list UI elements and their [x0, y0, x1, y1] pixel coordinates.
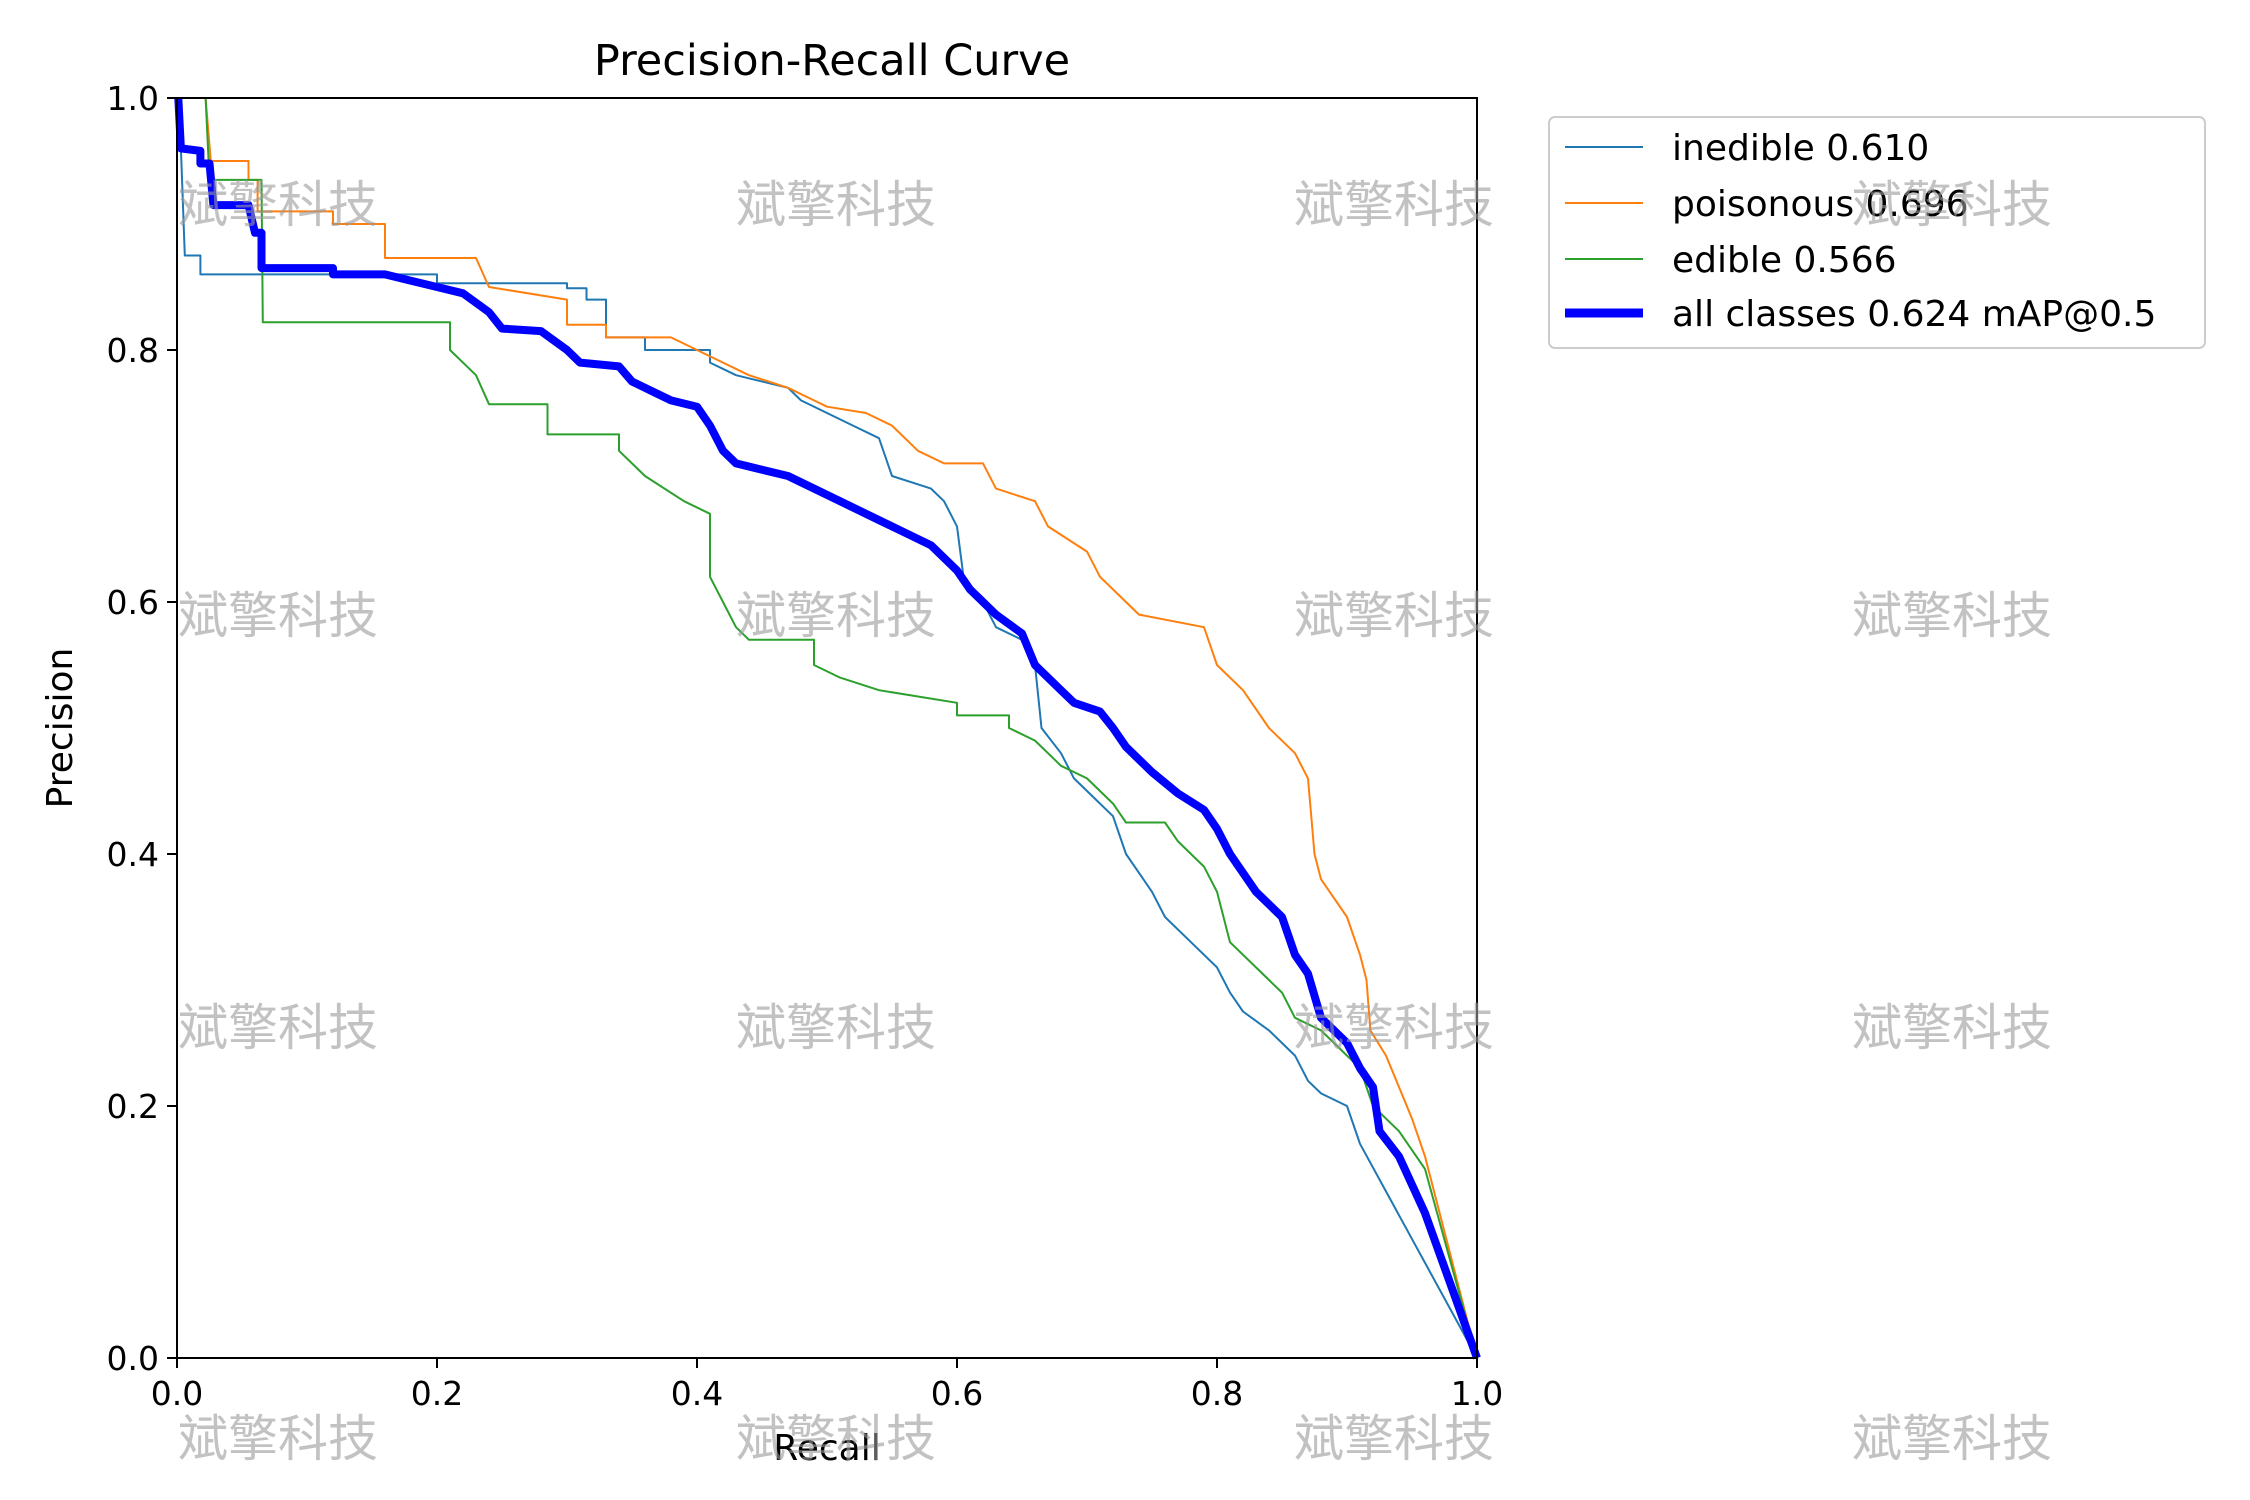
- legend-label-edible: edible 0.566: [1672, 240, 1897, 281]
- watermark-text: 斌擎科技: [178, 1410, 378, 1468]
- legend-label-inedible: inedible 0.610: [1672, 128, 1929, 169]
- series-line-all: [174, 97, 1481, 1360]
- x-tick-label: 0.4: [671, 1374, 723, 1413]
- watermark-text: 斌擎科技: [1852, 1410, 2052, 1468]
- x-tick-label: 0.6: [931, 1374, 983, 1413]
- watermark-text: 斌擎科技: [178, 176, 378, 234]
- x-axis-ticks: 0.0 0.2 0.4 0.6 0.8 1.0: [151, 1358, 1503, 1413]
- y-tick-label: 0.4: [107, 835, 159, 874]
- y-tick-label: 0.2: [107, 1087, 159, 1126]
- watermark-text: 斌擎科技: [736, 176, 936, 234]
- watermark-text: 斌擎科技: [736, 1410, 936, 1468]
- y-axis-label: Precision: [40, 648, 81, 809]
- series-line-inedible: [176, 97, 1478, 1359]
- chart-title: Precision-Recall Curve: [594, 36, 1070, 86]
- y-tick-label: 0.6: [107, 583, 159, 622]
- x-tick-label: 1.0: [1451, 1374, 1503, 1413]
- x-tick-label: 0.0: [151, 1374, 203, 1413]
- watermark-text: 斌擎科技: [1852, 587, 2052, 645]
- legend-label-poisonous: poisonous 0.696: [1672, 184, 1969, 225]
- watermark-text: 斌擎科技: [178, 587, 378, 645]
- x-axis-label: Recall: [773, 1428, 880, 1469]
- watermark-text: 斌擎科技: [178, 999, 378, 1057]
- watermark-text: 斌擎科技: [736, 587, 936, 645]
- x-tick-label: 0.2: [411, 1374, 463, 1413]
- watermark-text: 斌擎科技: [736, 999, 936, 1057]
- plot-lines: [174, 97, 1481, 1360]
- x-tick-label: 0.8: [1191, 1374, 1243, 1413]
- legend-frame: [1548, 116, 2206, 349]
- y-axis-ticks: 0.0 0.2 0.4 0.6 0.8 1.0: [107, 79, 177, 1378]
- watermark-text: 斌擎科技: [1852, 999, 2052, 1057]
- y-tick-label: 0.8: [107, 331, 159, 370]
- y-tick-label: 0.0: [107, 1339, 159, 1378]
- watermark-text: 斌擎科技: [1852, 176, 2052, 234]
- series-line-edible: [204, 97, 1478, 1359]
- y-tick-label: 1.0: [107, 79, 159, 118]
- legend: inedible 0.610 poisonous 0.696 edible 0.…: [1548, 116, 2206, 349]
- watermark-text: 斌擎科技: [1294, 176, 1494, 234]
- watermark-text: 斌擎科技: [1294, 999, 1494, 1057]
- series-line-poisonous: [204, 97, 1478, 1359]
- plot-frame: [176, 97, 1478, 1359]
- legend-label-all-classes: all classes 0.624 mAP@0.5: [1672, 294, 2156, 335]
- watermark-text: 斌擎科技: [1294, 587, 1494, 645]
- watermark-text: 斌擎科技: [1294, 1410, 1494, 1468]
